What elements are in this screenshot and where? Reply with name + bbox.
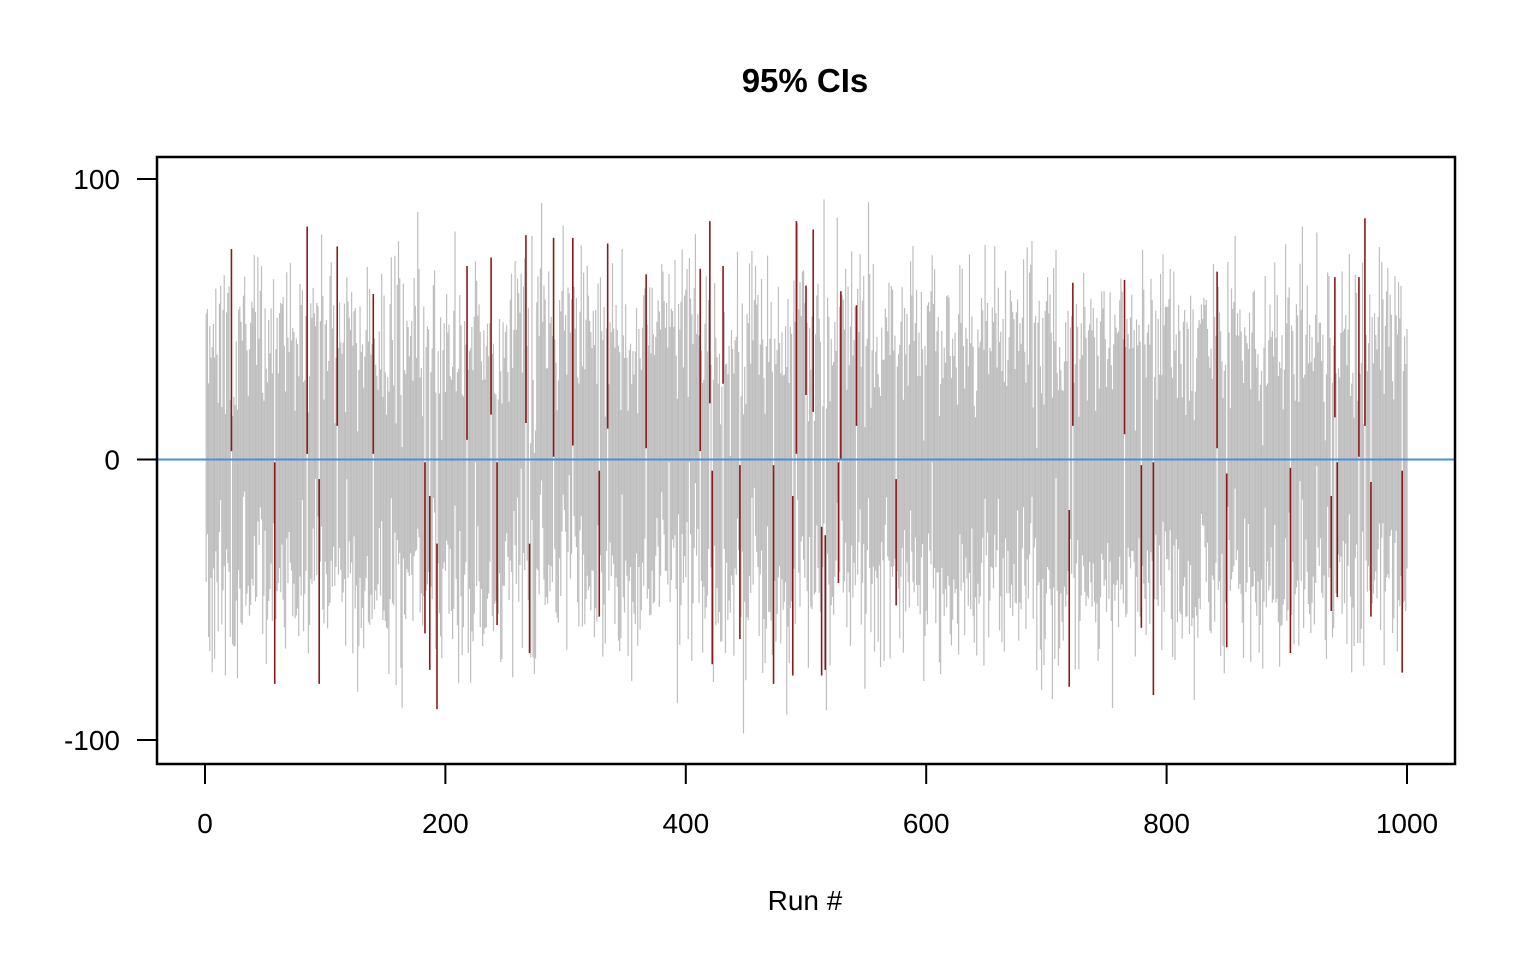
missing-intervals — [230, 218, 1403, 710]
x-tick-label: 600 — [903, 808, 950, 839]
x-axis: 0 200 400 600 800 1000 — [197, 763, 1438, 839]
covering-intervals — [205, 199, 1408, 734]
y-tick-label: 100 — [73, 164, 120, 195]
y-axis: -100 0 100 — [64, 164, 158, 756]
x-tick-label: 800 — [1143, 808, 1190, 839]
y-tick-label: 0 — [104, 445, 120, 476]
x-tick-label: 0 — [197, 808, 213, 839]
x-tick-label: 200 — [422, 808, 469, 839]
x-tick-label: 1000 — [1376, 808, 1438, 839]
chart-title: 95% CIs — [742, 62, 869, 99]
x-tick-label: 400 — [662, 808, 709, 839]
y-tick-label: -100 — [64, 725, 120, 756]
x-axis-label: Run # — [768, 885, 843, 916]
